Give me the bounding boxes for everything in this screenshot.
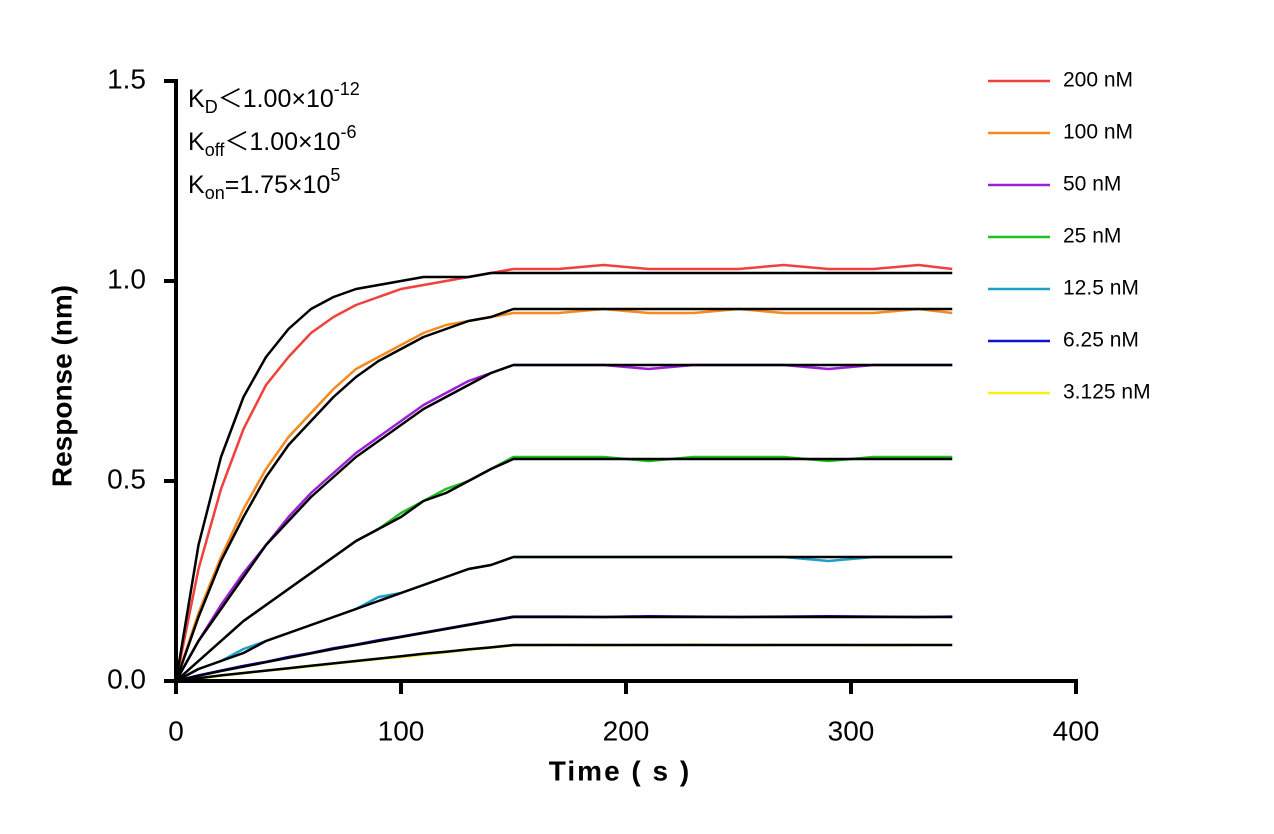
fit-line <box>175 555 953 683</box>
x-tick-label: 300 <box>828 715 875 746</box>
fit-line <box>174 271 953 682</box>
data-line <box>174 263 953 682</box>
annotation-superscript: 5 <box>330 165 340 185</box>
fit-line <box>175 643 953 683</box>
x-tick-label: 100 <box>378 715 425 746</box>
x-tick-label: 200 <box>603 715 650 746</box>
legend-label: 25 nM <box>1063 225 1121 248</box>
fit-line <box>175 457 953 682</box>
y-tick-label: 0.0 <box>107 663 146 694</box>
fit-line <box>174 307 953 682</box>
legend-label: 200 nM <box>1063 69 1133 92</box>
y-axis-label: Response (nm) <box>46 285 77 487</box>
fit-line <box>175 615 953 683</box>
fit-line <box>174 363 953 682</box>
legend-label: 3.125 nM <box>1063 381 1151 404</box>
x-axis-label: Time ( s ) <box>549 755 691 786</box>
annotation-symbol: K <box>188 128 205 156</box>
annotation-text: =1.75×10 <box>225 171 331 199</box>
legend-label: 50 nM <box>1063 173 1121 196</box>
x-tick-label: 400 <box>1053 715 1100 746</box>
legend-label: 100 nM <box>1063 121 1133 144</box>
annotation-text: ＜1.00×10 <box>224 128 340 156</box>
legend-label: 12.5 nM <box>1063 277 1139 300</box>
annotation-symbol: K <box>188 85 205 113</box>
data-line <box>174 307 953 682</box>
annotation: Kon=1.75×105 <box>188 165 340 203</box>
y-tick-label: 0.5 <box>107 463 146 494</box>
legend-label: 6.25 nM <box>1063 329 1139 352</box>
annotation: KD＜1.00×10-12 <box>188 79 360 117</box>
annotation: Koff＜1.00×10-6 <box>188 122 356 160</box>
x-tick-label: 0 <box>168 715 184 746</box>
y-tick-label: 1.5 <box>107 63 146 94</box>
annotation-subscript: off <box>205 140 226 160</box>
annotation-subscript: D <box>205 97 218 117</box>
annotation-text: ＜1.00×10 <box>218 85 334 113</box>
plot-area <box>174 263 953 683</box>
y-tick-label: 1.0 <box>107 263 146 294</box>
annotation-superscript: -12 <box>334 79 360 99</box>
annotation-superscript: -6 <box>340 122 356 142</box>
annotation-symbol: K <box>188 171 205 199</box>
annotation-subscript: on <box>205 183 225 203</box>
